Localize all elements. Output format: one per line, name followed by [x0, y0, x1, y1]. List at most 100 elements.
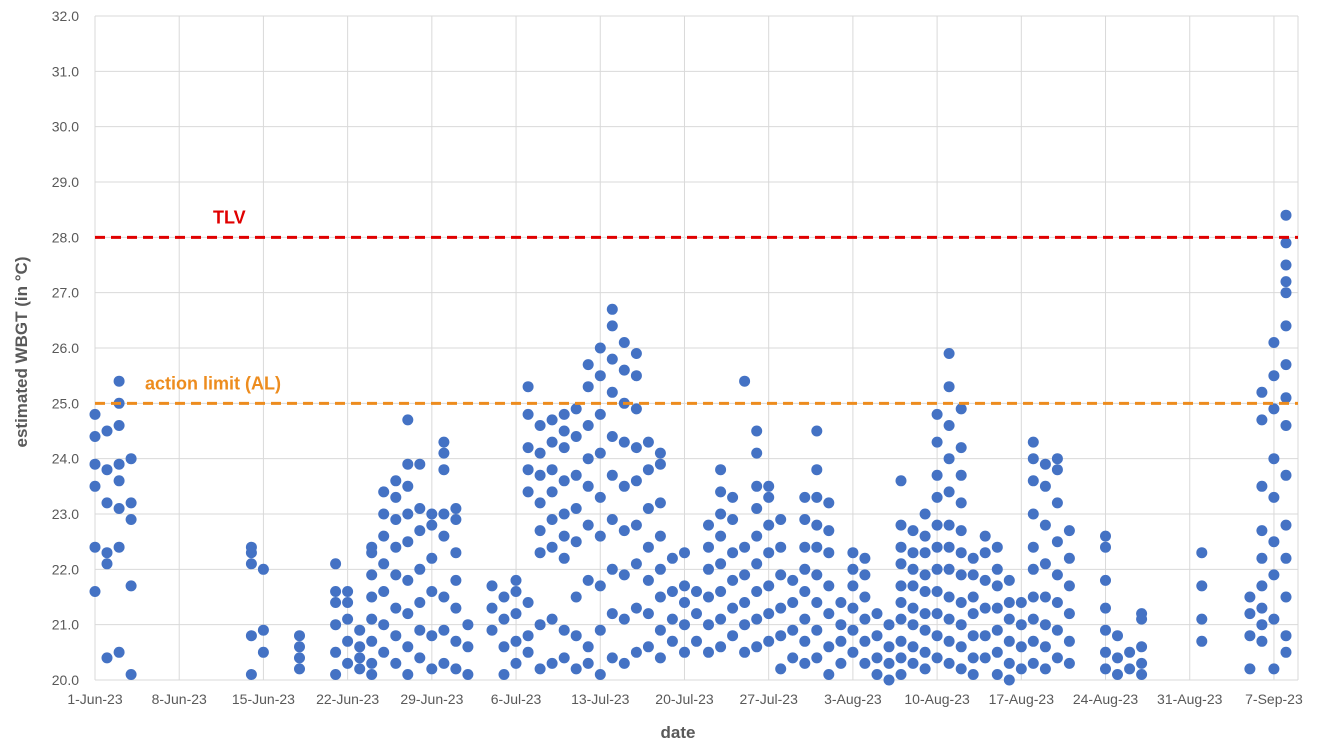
data-point	[498, 669, 510, 680]
data-point	[402, 458, 414, 470]
data-point	[847, 580, 859, 592]
data-point	[113, 475, 125, 487]
data-point	[1051, 597, 1063, 608]
data-point	[967, 591, 979, 603]
data-point	[642, 464, 654, 476]
data-point	[354, 641, 366, 653]
data-point	[727, 514, 739, 525]
data-point	[811, 652, 823, 664]
data-point	[943, 348, 955, 359]
data-point	[570, 403, 582, 415]
data-point	[739, 375, 751, 387]
data-point	[378, 486, 390, 498]
data-point	[654, 458, 666, 470]
data-point	[739, 619, 751, 631]
data-point	[1027, 436, 1039, 448]
data-point	[666, 635, 678, 647]
data-point	[715, 530, 727, 542]
data-point	[931, 586, 943, 597]
data-point	[1003, 613, 1015, 625]
data-point	[1100, 646, 1111, 658]
data-point	[1063, 525, 1075, 537]
data-point	[618, 364, 630, 376]
data-point	[125, 580, 137, 592]
data-point	[1280, 630, 1292, 642]
data-point	[1039, 480, 1051, 492]
data-point	[570, 536, 582, 548]
data-point	[1280, 519, 1292, 531]
data-point	[486, 580, 498, 592]
data-point	[594, 530, 606, 542]
data-point	[354, 624, 366, 636]
data-point	[89, 586, 101, 597]
data-point	[763, 635, 775, 647]
data-point	[955, 663, 967, 675]
data-point	[727, 574, 739, 586]
data-point	[1196, 635, 1208, 647]
data-point	[835, 657, 847, 669]
data-point	[618, 480, 630, 492]
data-point	[799, 514, 811, 525]
data-point	[955, 597, 967, 608]
data-point	[751, 586, 763, 597]
data-point	[763, 547, 775, 559]
data-point	[594, 669, 606, 680]
data-point	[847, 563, 859, 575]
data-point	[354, 663, 366, 675]
data-point	[979, 574, 991, 586]
data-point	[1100, 574, 1111, 586]
data-point	[967, 630, 979, 642]
data-point	[1100, 530, 1111, 542]
data-point	[1268, 536, 1280, 548]
data-point	[438, 530, 450, 542]
data-point	[1027, 635, 1039, 647]
data-point	[967, 608, 979, 620]
y-tick-label: 28.0	[52, 229, 79, 245]
data-point	[763, 519, 775, 531]
data-point	[534, 619, 546, 631]
data-point	[402, 641, 414, 653]
x-tick-label: 3-Aug-23	[824, 691, 882, 707]
data-point	[546, 436, 558, 448]
data-point	[510, 608, 522, 620]
data-point	[558, 624, 570, 636]
data-point	[991, 602, 1003, 614]
data-point	[378, 558, 390, 570]
data-point	[787, 574, 799, 586]
data-point	[522, 408, 534, 420]
data-point	[907, 619, 919, 631]
data-point	[1112, 652, 1123, 664]
data-point	[811, 569, 823, 581]
data-point	[895, 669, 907, 680]
data-point	[426, 630, 438, 642]
data-point	[775, 569, 787, 581]
data-point	[1268, 403, 1280, 415]
x-tick-label: 29-Jun-23	[400, 691, 463, 707]
data-point	[775, 514, 787, 525]
data-point	[1280, 552, 1292, 564]
data-point	[787, 624, 799, 636]
data-point	[330, 558, 342, 570]
data-point	[89, 541, 101, 553]
x-tick-label: 24-Aug-23	[1073, 691, 1139, 707]
data-point	[558, 475, 570, 487]
data-point	[1112, 630, 1123, 642]
data-point	[919, 608, 931, 620]
data-point	[751, 641, 763, 653]
data-point	[390, 602, 402, 614]
data-point	[414, 624, 426, 636]
data-point	[666, 552, 678, 564]
data-point	[257, 624, 269, 636]
data-point	[1063, 552, 1075, 564]
data-point	[1280, 469, 1292, 481]
data-point	[606, 353, 618, 365]
data-point	[582, 574, 594, 586]
data-point	[967, 669, 979, 680]
data-point	[1136, 657, 1148, 669]
data-point	[390, 630, 402, 642]
data-point	[895, 519, 907, 531]
data-point	[907, 525, 919, 537]
data-point	[1136, 669, 1148, 680]
data-point	[654, 497, 666, 509]
data-point	[1256, 552, 1268, 564]
